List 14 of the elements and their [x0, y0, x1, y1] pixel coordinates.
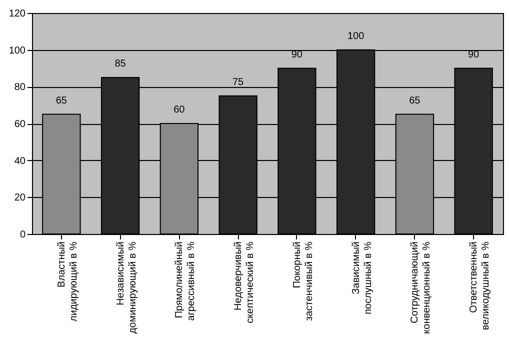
y-tick-label: 40 [14, 156, 26, 167]
data-label: 65 [409, 95, 421, 106]
data-label: 60 [174, 104, 186, 116]
y-tick-label: 20 [14, 192, 26, 204]
data-label: 85 [114, 58, 126, 70]
y-tick-label: 0 [20, 230, 26, 240]
data-label: 65 [56, 95, 68, 106]
y-tick-label: 100 [8, 45, 26, 56]
data-label: 75 [232, 76, 244, 88]
y-tick-label: 80 [14, 82, 26, 94]
y-tick-label: 120 [8, 8, 26, 20]
y-tick-label: 60 [14, 119, 26, 130]
data-label: 100 [347, 30, 365, 42]
x-tick-label: Властный лидирующий в % [56, 241, 80, 322]
